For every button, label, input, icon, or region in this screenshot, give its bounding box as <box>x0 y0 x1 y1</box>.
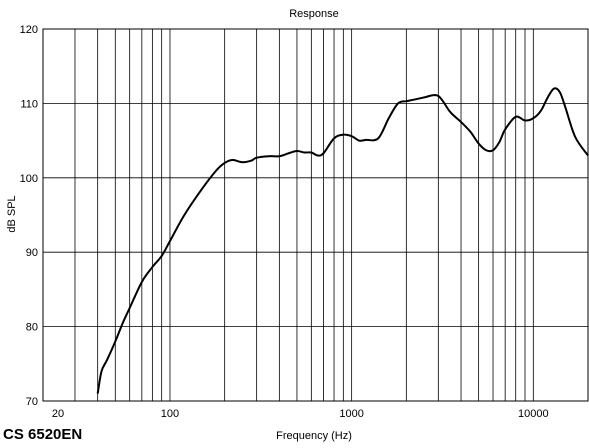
y-tick-label: 80 <box>26 322 38 334</box>
y-tick-label: 120 <box>20 24 38 36</box>
model-label: CS 6520EN <box>3 426 83 443</box>
x-tick-label: 20 <box>52 408 64 420</box>
plot-frame <box>42 28 589 402</box>
x-tick-labels: 20 100 1000 10000 <box>52 408 549 420</box>
y-tick-label: 90 <box>26 247 38 259</box>
plot-grid <box>43 29 588 401</box>
response-curve <box>96 87 589 394</box>
x-tick-label: 100 <box>161 408 179 420</box>
y-tick-label: 100 <box>20 173 38 185</box>
y-axis-title: dB SPL <box>6 195 18 232</box>
chart-title: Response <box>289 8 339 20</box>
y-tick-label: 110 <box>20 98 38 110</box>
x-axis-title: Frequency (Hz) <box>276 430 352 442</box>
y-tick-label: 70 <box>26 396 38 408</box>
x-tick-label: 10000 <box>518 408 549 420</box>
x-tick-label: 1000 <box>339 408 363 420</box>
y-tick-labels: 70 80 90 100 110 120 <box>20 24 38 408</box>
